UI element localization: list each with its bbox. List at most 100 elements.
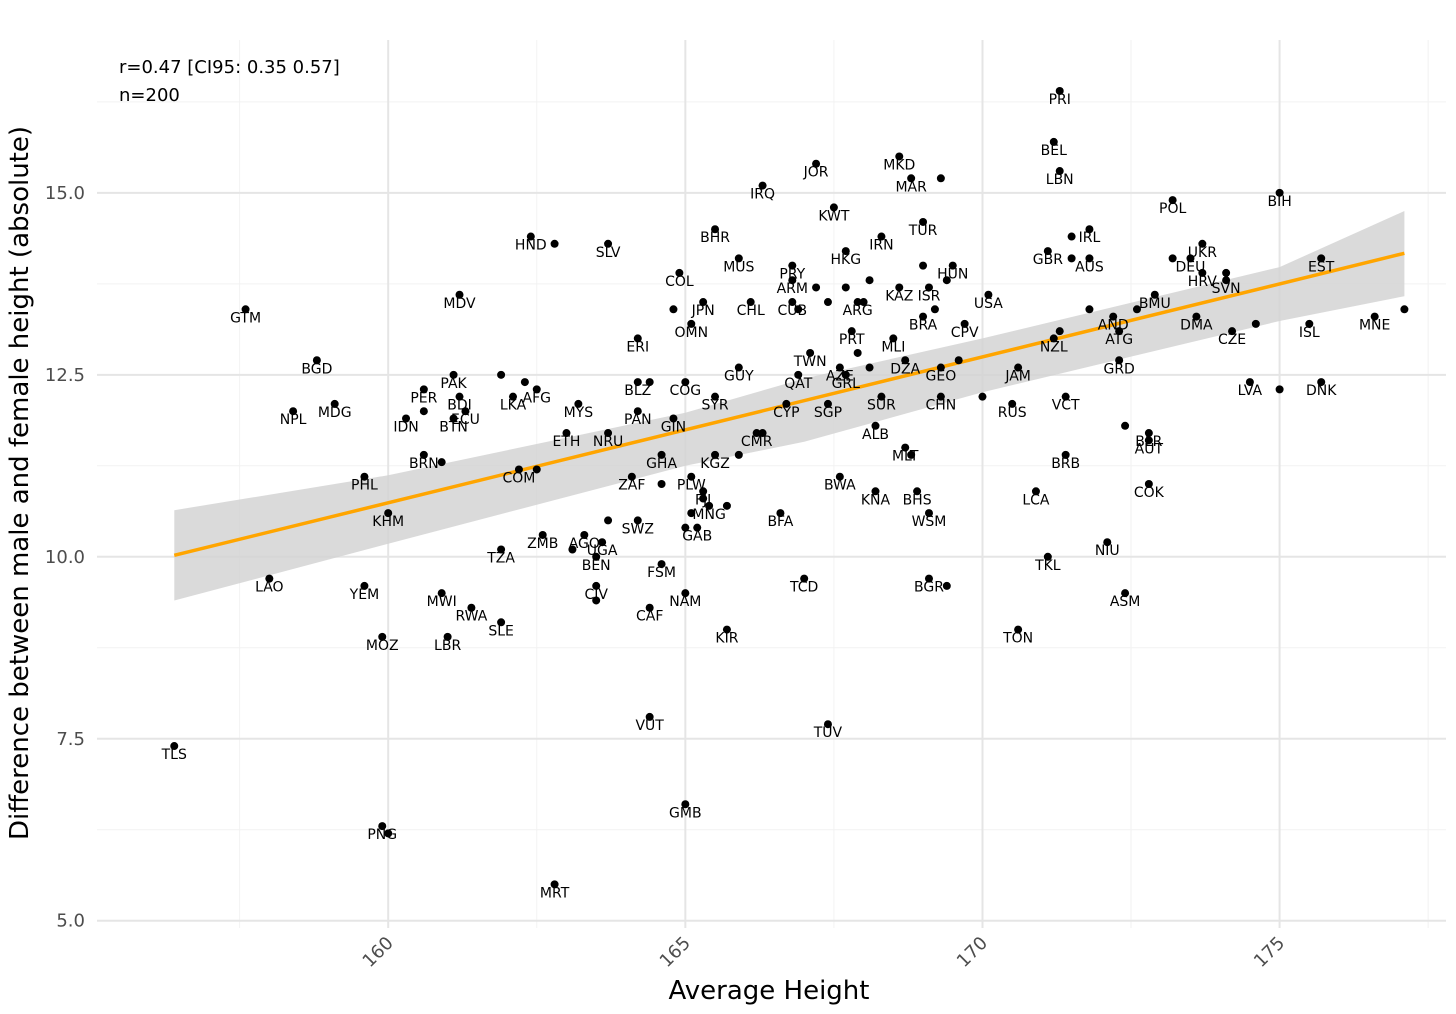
point-label: ISL	[1299, 325, 1320, 341]
point-label: IRL	[1079, 230, 1101, 246]
point-label: CZE	[1218, 332, 1246, 348]
point-label: DNK	[1306, 383, 1337, 399]
data-point	[497, 370, 506, 379]
data-point	[823, 399, 832, 408]
data-point	[930, 305, 939, 314]
data-point	[788, 261, 797, 270]
data-point	[384, 509, 393, 518]
point-label: FSM	[647, 565, 676, 581]
data-point	[895, 152, 904, 161]
point-label: DZA	[890, 361, 920, 377]
data-point	[812, 283, 821, 292]
point-label: MNG	[692, 507, 725, 523]
data-point	[520, 378, 529, 387]
data-point	[758, 429, 767, 438]
point-label: BGR	[914, 580, 944, 596]
data-point	[919, 261, 928, 270]
point-label: KIR	[715, 631, 738, 647]
point-label: AZE	[826, 369, 854, 385]
data-point	[1222, 268, 1231, 277]
data-point	[568, 545, 577, 554]
data-point	[467, 603, 476, 612]
point-label: GTM	[230, 310, 261, 326]
point-label: BIH	[1267, 194, 1291, 210]
point-label: TKL	[1034, 558, 1061, 574]
point-label: ISR	[918, 288, 941, 304]
data-point	[812, 159, 821, 168]
data-point	[924, 574, 933, 583]
data-point	[1085, 305, 1094, 314]
data-point	[360, 581, 369, 590]
point-label: COL	[665, 274, 694, 290]
point-label: KHM	[372, 514, 404, 530]
data-point	[722, 625, 731, 634]
point-label: CIV	[584, 587, 608, 603]
data-point	[455, 290, 464, 299]
data-point	[669, 414, 678, 423]
data-point	[170, 742, 179, 751]
point-label: LBN	[1046, 172, 1074, 188]
data-point	[461, 407, 470, 416]
point-label: SLE	[488, 623, 514, 639]
point-label: YEM	[349, 587, 379, 603]
data-point	[449, 370, 458, 379]
data-point	[960, 319, 969, 328]
data-point	[978, 392, 987, 401]
data-point	[853, 298, 862, 307]
point-label: BRA	[909, 318, 938, 334]
point-label: CUB	[777, 303, 807, 319]
point-label: AFG	[523, 390, 551, 406]
data-point	[497, 618, 506, 627]
point-label: DEU	[1176, 259, 1206, 275]
point-label: VUT	[635, 718, 664, 734]
point-label: COM	[502, 470, 535, 486]
data-point	[289, 407, 298, 416]
data-point	[788, 298, 797, 307]
data-point	[681, 800, 690, 809]
data-point	[895, 283, 904, 292]
point-label: NZL	[1040, 339, 1068, 355]
data-point	[532, 465, 541, 474]
point-label: ALB	[862, 427, 889, 443]
data-points	[170, 86, 1409, 889]
point-label: TLS	[161, 747, 187, 763]
point-label: NRU	[593, 434, 623, 450]
data-point	[1192, 312, 1201, 321]
point-label: JOR	[803, 165, 829, 181]
data-point	[657, 450, 666, 459]
data-point	[419, 450, 428, 459]
point-label: TUV	[813, 725, 843, 741]
data-point	[1400, 305, 1409, 314]
data-point	[681, 589, 690, 598]
point-label: SLV	[596, 245, 621, 261]
point-label: EST	[1308, 259, 1335, 275]
data-point	[1049, 137, 1058, 146]
point-label: BMU	[1139, 296, 1171, 312]
data-point	[241, 305, 250, 314]
point-label: MYS	[564, 405, 594, 421]
data-point	[443, 632, 452, 641]
data-point	[1222, 276, 1231, 285]
data-point	[687, 509, 696, 518]
point-label: MAR	[895, 179, 927, 195]
data-point	[794, 305, 803, 314]
data-point	[746, 298, 755, 307]
data-point	[687, 319, 696, 328]
point-label: MLT	[892, 449, 919, 465]
data-point	[645, 378, 654, 387]
data-point	[913, 487, 922, 496]
point-label: RWA	[455, 609, 487, 625]
point-label: MRT	[540, 885, 570, 901]
point-label: CPV	[951, 325, 979, 341]
point-label: BDI	[447, 398, 472, 414]
data-point	[1245, 378, 1254, 387]
data-point	[1370, 312, 1379, 321]
point-label: HKG	[831, 252, 862, 268]
point-label: LCA	[1022, 492, 1050, 508]
data-point	[562, 429, 571, 438]
point-label: MDV	[443, 296, 476, 312]
point-label: SYR	[701, 398, 728, 414]
data-point	[1168, 254, 1177, 263]
data-point	[360, 472, 369, 481]
data-point	[455, 392, 464, 401]
